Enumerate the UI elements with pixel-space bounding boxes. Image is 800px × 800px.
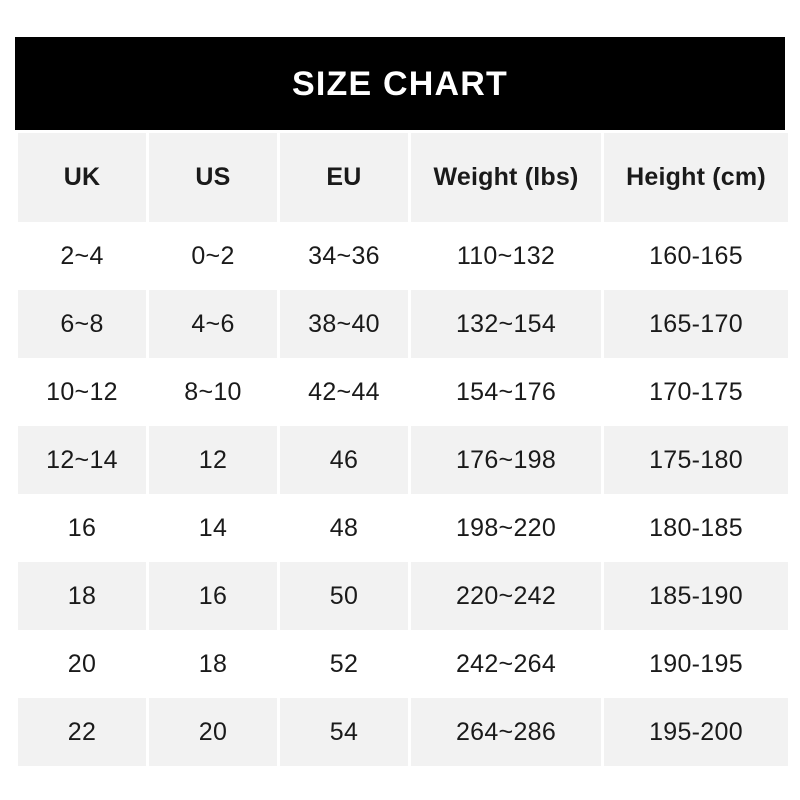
cell-uk: 20 — [18, 630, 146, 698]
title-banner: SIZE CHART — [15, 37, 785, 130]
table-row: 16 14 48 198~220 180-185 — [18, 494, 788, 562]
cell-us: 4~6 — [149, 290, 277, 358]
cell-us: 12 — [149, 426, 277, 494]
cell-height: 170-175 — [604, 358, 788, 426]
cell-weight: 110~132 — [411, 222, 601, 290]
cell-eu: 38~40 — [280, 290, 408, 358]
column-header-eu: EU — [280, 133, 408, 222]
page-title: SIZE CHART — [292, 64, 508, 103]
cell-us: 18 — [149, 630, 277, 698]
cell-weight: 242~264 — [411, 630, 601, 698]
cell-uk: 2~4 — [18, 222, 146, 290]
cell-weight: 220~242 — [411, 562, 601, 630]
table-header: UK US EU Weight (lbs) Height (cm) — [18, 133, 788, 222]
cell-height: 175-180 — [604, 426, 788, 494]
cell-weight: 176~198 — [411, 426, 601, 494]
cell-weight: 198~220 — [411, 494, 601, 562]
cell-us: 0~2 — [149, 222, 277, 290]
column-header-uk: UK — [18, 133, 146, 222]
cell-eu: 52 — [280, 630, 408, 698]
cell-eu: 46 — [280, 426, 408, 494]
cell-height: 165-170 — [604, 290, 788, 358]
table-row: 12~14 12 46 176~198 175-180 — [18, 426, 788, 494]
cell-us: 8~10 — [149, 358, 277, 426]
cell-uk: 16 — [18, 494, 146, 562]
column-header-us: US — [149, 133, 277, 222]
cell-uk: 18 — [18, 562, 146, 630]
table-row: 6~8 4~6 38~40 132~154 165-170 — [18, 290, 788, 358]
cell-height: 185-190 — [604, 562, 788, 630]
cell-uk: 10~12 — [18, 358, 146, 426]
table-row: 22 20 54 264~286 195-200 — [18, 698, 788, 766]
column-header-height: Height (cm) — [604, 133, 788, 222]
cell-uk: 22 — [18, 698, 146, 766]
column-header-weight: Weight (lbs) — [411, 133, 601, 222]
table-row: 10~12 8~10 42~44 154~176 170-175 — [18, 358, 788, 426]
cell-eu: 48 — [280, 494, 408, 562]
cell-height: 190-195 — [604, 630, 788, 698]
cell-us: 16 — [149, 562, 277, 630]
cell-eu: 42~44 — [280, 358, 408, 426]
cell-height: 180-185 — [604, 494, 788, 562]
cell-us: 14 — [149, 494, 277, 562]
cell-uk: 12~14 — [18, 426, 146, 494]
cell-uk: 6~8 — [18, 290, 146, 358]
cell-eu: 54 — [280, 698, 408, 766]
table-header-row: UK US EU Weight (lbs) Height (cm) — [18, 133, 788, 222]
table-row: 2~4 0~2 34~36 110~132 160-165 — [18, 222, 788, 290]
table-body: 2~4 0~2 34~36 110~132 160-165 6~8 4~6 38… — [18, 222, 788, 766]
cell-weight: 154~176 — [411, 358, 601, 426]
cell-height: 160-165 — [604, 222, 788, 290]
cell-eu: 50 — [280, 562, 408, 630]
cell-weight: 264~286 — [411, 698, 601, 766]
table-row: 20 18 52 242~264 190-195 — [18, 630, 788, 698]
cell-height: 195-200 — [604, 698, 788, 766]
size-chart-table: UK US EU Weight (lbs) Height (cm) 2~4 0~… — [15, 133, 791, 766]
cell-eu: 34~36 — [280, 222, 408, 290]
cell-us: 20 — [149, 698, 277, 766]
table-row: 18 16 50 220~242 185-190 — [18, 562, 788, 630]
cell-weight: 132~154 — [411, 290, 601, 358]
